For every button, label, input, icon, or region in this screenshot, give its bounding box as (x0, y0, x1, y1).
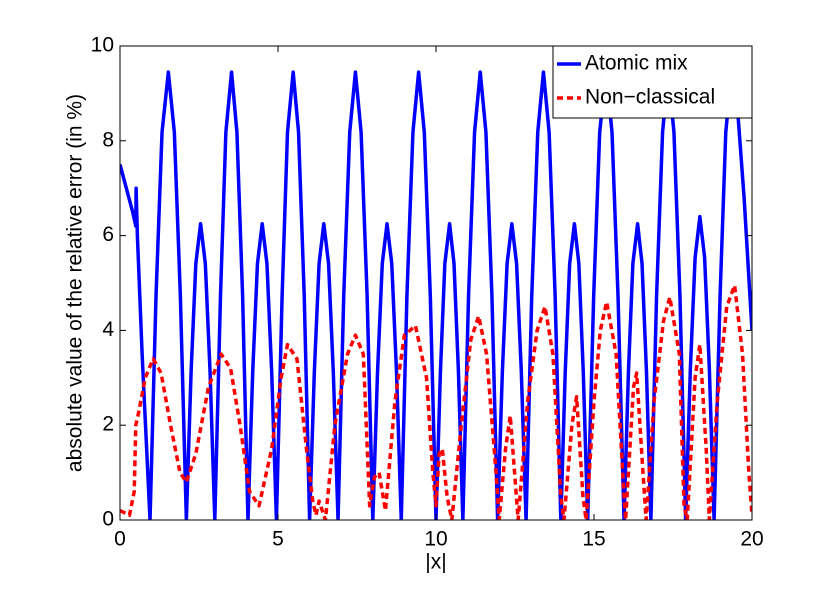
data-line (120, 70, 752, 520)
data-line (120, 283, 752, 520)
y-tick-label: 10 (91, 34, 114, 57)
y-tick-label: 0 (102, 508, 114, 531)
y-axis-label: absolute value of the relative error (in… (64, 94, 87, 472)
x-axis-label: |x| (425, 551, 446, 574)
x-tick-label: 15 (582, 528, 605, 551)
y-tick-label: 2 (102, 413, 114, 436)
legend-label: Non−classical (585, 86, 715, 109)
lines (120, 70, 752, 520)
legend: Atomic mix Non−classical (552, 45, 753, 119)
x-tick-label: 0 (114, 528, 126, 551)
y-tick-label: 8 (102, 128, 114, 151)
axes: 0 5 10 15 20 0 2 4 6 8 10 (91, 34, 764, 551)
x-tick-label: 10 (424, 528, 447, 551)
legend-box (552, 45, 753, 119)
x-tick-label: 5 (272, 528, 284, 551)
legend-label: Atomic mix (585, 52, 688, 75)
y-tick-label: 4 (102, 318, 114, 341)
x-tick-label: 20 (740, 528, 763, 551)
y-tick-label: 6 (102, 223, 114, 246)
